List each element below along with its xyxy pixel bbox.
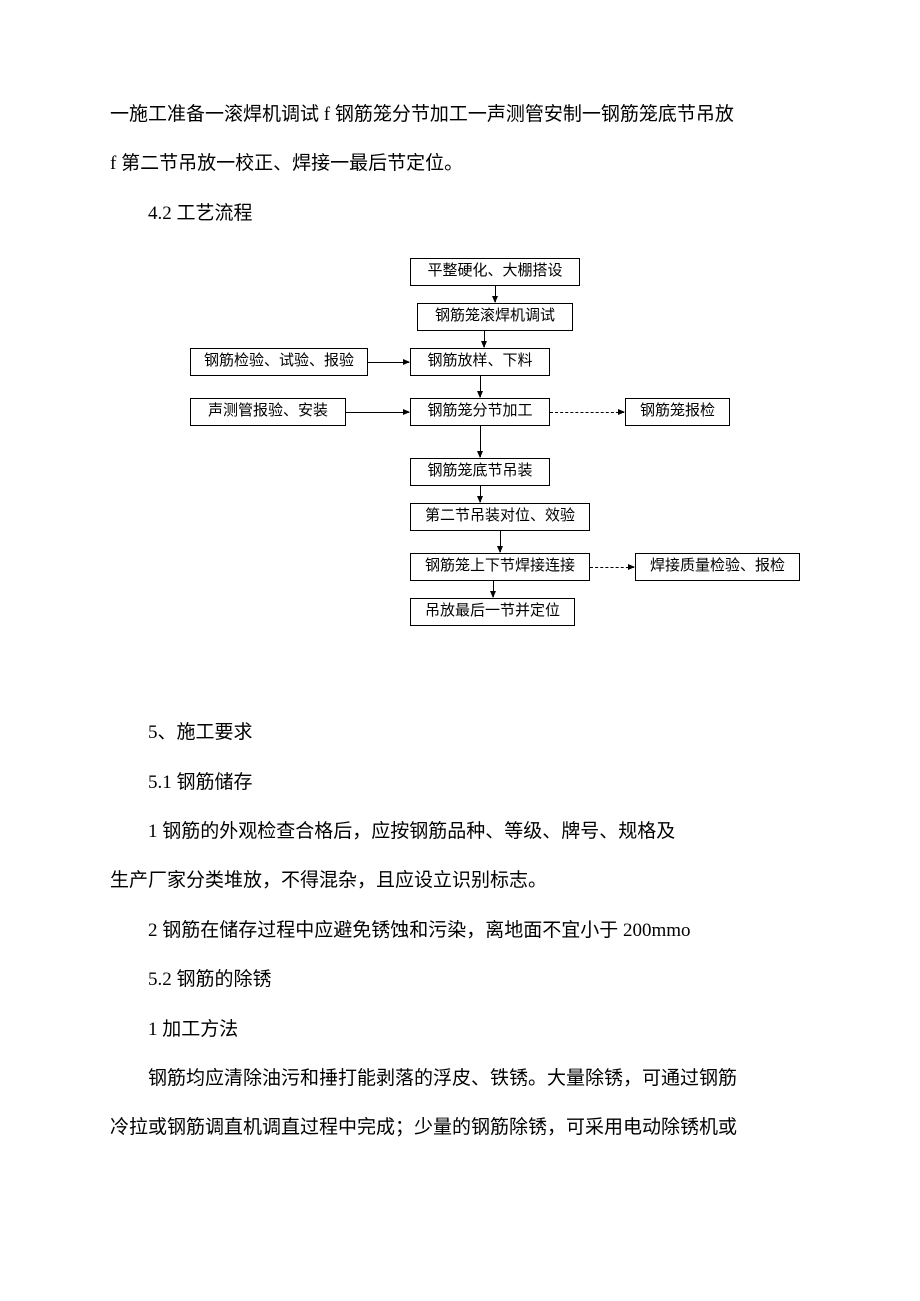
section-heading: 4.2 工艺流程 <box>110 189 810 238</box>
flowchart-arrow <box>550 412 624 413</box>
flowchart-node: 第二节吊装对位、效验 <box>410 503 590 531</box>
flowchart-node: 平整硬化、大棚搭设 <box>410 258 580 286</box>
paragraph: f 第二节吊放一校正、焊接一最后节定位。 <box>110 139 810 188</box>
paragraph: 2 钢筋在储存过程中应避免锈蚀和污染，离地面不宜小于 200mmo <box>110 906 810 955</box>
flowchart-arrow <box>346 412 409 413</box>
flowchart-arrow <box>368 362 409 363</box>
flowchart-arrow <box>484 331 485 347</box>
paragraph: 冷拉或钢筋调直机调直过程中完成；少量的钢筋除锈，可采用电动除锈机或 <box>110 1103 810 1152</box>
flowchart-arrow <box>500 531 501 552</box>
flowchart-arrow <box>480 486 481 502</box>
flowchart-node: 声测管报验、安装 <box>190 398 346 426</box>
flowchart-node: 焊接质量检验、报检 <box>635 553 800 581</box>
paragraph: 1 钢筋的外观检查合格后，应按钢筋品种、等级、牌号、规格及 <box>110 807 810 856</box>
flowchart-node: 钢筋检验、试验、报验 <box>190 348 368 376</box>
paragraph: 一施工准备一滚焊机调试 f 钢筋笼分节加工一声测管安制一钢筋笼底节吊放 <box>110 90 810 139</box>
flowchart-node: 钢筋笼上下节焊接连接 <box>410 553 590 581</box>
flowchart-node: 钢筋笼报检 <box>625 398 730 426</box>
paragraph: 1 加工方法 <box>110 1005 810 1054</box>
subsection-heading: 5.1 钢筋储存 <box>110 758 810 807</box>
flowchart-arrow <box>495 286 496 302</box>
flowchart-node: 钢筋笼底节吊装 <box>410 458 550 486</box>
flowchart-node: 钢筋笼滚焊机调试 <box>417 303 573 331</box>
process-flowchart: 平整硬化、大棚搭设钢筋笼滚焊机调试钢筋检验、试验、报验 钢筋放样、下料声测管报验、… <box>150 258 850 698</box>
flowchart-arrow <box>590 567 634 568</box>
flowchart-arrow <box>480 376 481 397</box>
paragraph: 钢筋均应清除油污和捶打能剥落的浮皮、铁锈。大量除锈，可通过钢筋 <box>110 1054 810 1103</box>
flowchart-arrow <box>480 426 481 457</box>
subsection-heading: 5.2 钢筋的除锈 <box>110 955 810 1004</box>
flowchart-node: 钢筋放样、下料 <box>410 348 550 376</box>
section-heading: 5、施工要求 <box>110 708 810 757</box>
flowchart-arrow <box>493 581 494 597</box>
flowchart-node: 吊放最后一节并定位 <box>410 598 575 626</box>
flowchart-node: 钢筋笼分节加工 <box>410 398 550 426</box>
paragraph: 生产厂家分类堆放，不得混杂，且应设立识别标志。 <box>110 856 810 905</box>
